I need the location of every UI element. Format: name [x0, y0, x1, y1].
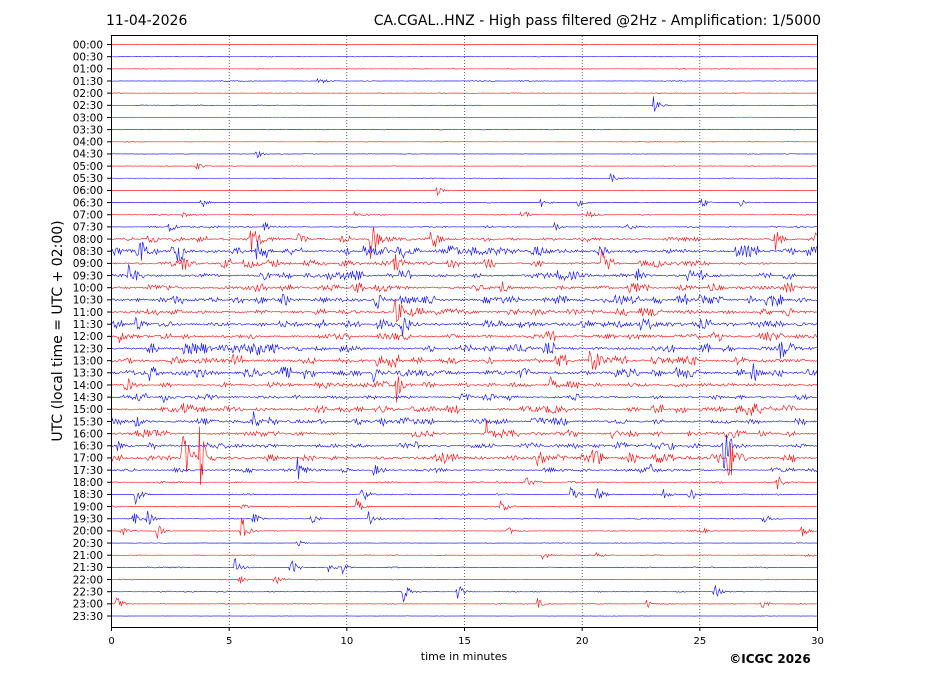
trace-row-0200 — [112, 93, 818, 94]
trace-row-1230 — [112, 342, 818, 359]
y-tick-label: 01:30 — [73, 76, 103, 88]
y-tick-label: 10:30 — [73, 295, 103, 307]
y-axis: 00:0000:3001:0001:3002:0002:3003:0003:30… — [73, 39, 111, 623]
y-tick-label: 20:00 — [73, 526, 103, 538]
x-tick-label: 5 — [226, 636, 232, 647]
trace-row-2130 — [112, 559, 818, 574]
copyright: ©ICGC 2026 — [729, 652, 811, 666]
y-tick-label: 10:00 — [73, 283, 103, 295]
y-tick-label: 14:30 — [73, 392, 103, 404]
x-axis: 0 5 10 15 20 25 30 — [108, 627, 824, 647]
y-tick-label: 19:30 — [73, 514, 103, 526]
y-tick-label: 02:00 — [73, 88, 103, 100]
y-tick-label: 07:00 — [73, 210, 103, 222]
trace-row-1400 — [112, 377, 818, 403]
y-tick-label: 12:30 — [73, 343, 103, 355]
y-tick-label: 08:30 — [73, 246, 103, 258]
trace-row-0230 — [112, 96, 818, 111]
x-tick-label: 15 — [458, 636, 471, 647]
trace-row-0000 — [112, 44, 818, 45]
y-tick-label: 18:30 — [73, 489, 103, 501]
y-tick-label: 06:00 — [73, 185, 103, 197]
y-tick-label: 22:30 — [73, 587, 103, 599]
y-tick-label: 01:00 — [73, 64, 103, 76]
y-tick-label: 19:00 — [73, 501, 103, 513]
y-tick-label: 11:00 — [73, 307, 103, 319]
y-tick-label: 04:00 — [73, 137, 103, 149]
y-tick-label: 09:00 — [73, 258, 103, 270]
plot-frame — [112, 36, 818, 628]
y-tick-label: 15:30 — [73, 416, 103, 428]
x-tick-label: 30 — [811, 636, 824, 647]
trace-row-1500 — [112, 403, 818, 416]
y-tick-label: 03:00 — [73, 112, 103, 124]
x-tick-label: 20 — [576, 636, 589, 647]
x-tick-label: 0 — [108, 636, 114, 647]
trace-row-1630 — [112, 434, 818, 468]
y-tick-label: 21:00 — [73, 550, 103, 562]
y-tick-label: 02:30 — [73, 100, 103, 112]
y-tick-label: 16:00 — [73, 428, 103, 440]
trace-row-0600 — [112, 188, 818, 196]
y-axis-label: UTC (local time = UTC + 02:00) — [50, 220, 66, 441]
y-tick-label: 14:00 — [73, 380, 103, 392]
y-tick-label: 11:30 — [73, 319, 103, 331]
trace-row-0030 — [112, 56, 818, 57]
trace-row-0730 — [112, 222, 818, 231]
y-tick-label: 07:30 — [73, 222, 103, 234]
y-tick-label: 23:30 — [73, 611, 103, 623]
y-tick-label: 16:30 — [73, 441, 103, 453]
trace-row-0300 — [112, 117, 818, 118]
trace-row-0400 — [112, 141, 818, 142]
trace-row-1430 — [112, 393, 818, 402]
y-tick-label: 15:00 — [73, 404, 103, 416]
y-tick-label: 13:00 — [73, 355, 103, 367]
x-axis-label: time in minutes — [421, 650, 508, 663]
y-tick-label: 05:30 — [73, 173, 103, 185]
x-tick-label: 10 — [340, 636, 353, 647]
trace-row-0100 — [112, 69, 818, 70]
grid-lines — [229, 36, 700, 627]
chart-date: 11-04-2026 — [106, 13, 187, 29]
trace-row-0630 — [112, 199, 818, 207]
y-tick-label: 09:30 — [73, 270, 103, 282]
x-tick-label: 25 — [693, 636, 706, 647]
y-tick-label: 18:00 — [73, 477, 103, 489]
y-tick-label: 17:00 — [73, 453, 103, 465]
y-tick-label: 06:30 — [73, 197, 103, 209]
y-tick-label: 13:30 — [73, 368, 103, 380]
y-tick-label: 00:00 — [73, 39, 103, 51]
y-tick-label: 08:00 — [73, 234, 103, 246]
y-tick-label: 17:30 — [73, 465, 103, 477]
chart-title: CA.CGAL..HNZ - High pass filtered @2Hz -… — [374, 13, 821, 29]
y-tick-label: 04:30 — [73, 149, 103, 161]
y-tick-label: 03:30 — [73, 124, 103, 136]
y-tick-label: 00:30 — [73, 51, 103, 63]
y-tick-label: 12:00 — [73, 331, 103, 343]
y-tick-label: 05:00 — [73, 161, 103, 173]
y-tick-label: 21:30 — [73, 562, 103, 574]
y-tick-label: 23:00 — [73, 599, 103, 611]
y-tick-label: 22:00 — [73, 574, 103, 586]
trace-row-0330 — [112, 129, 818, 130]
trace-row-0130 — [112, 79, 818, 83]
y-tick-label: 20:30 — [73, 538, 103, 550]
